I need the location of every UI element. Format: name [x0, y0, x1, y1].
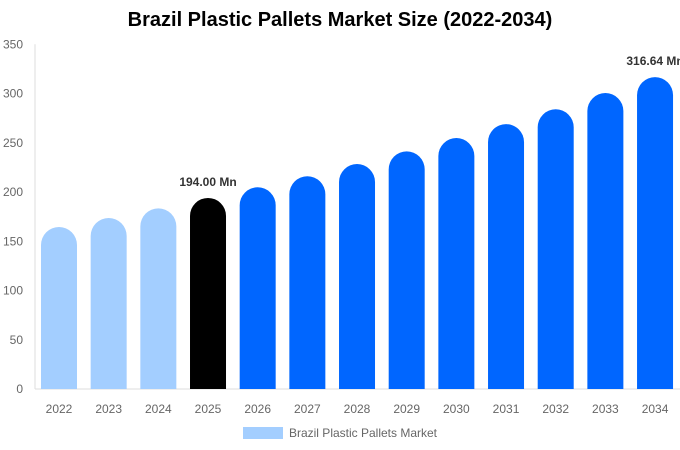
data-label: 316.64 Mn: [626, 54, 680, 68]
x-tick-label: 2026: [244, 402, 271, 416]
bar-2031: [488, 124, 525, 390]
y-tick-label: 300: [3, 87, 23, 101]
y-tick-label: 0: [16, 382, 23, 396]
x-tick-label: 2024: [145, 402, 172, 416]
x-tick-label: 2027: [294, 402, 321, 416]
x-tick-label: 2033: [592, 402, 619, 416]
legend-swatch: [242, 427, 283, 439]
bar-2032: [537, 109, 574, 389]
bar-2028: [339, 164, 376, 389]
bar-2033: [587, 93, 624, 390]
bar-2025: [190, 197, 227, 389]
y-tick-label: 250: [3, 136, 23, 150]
bar-2034: [637, 77, 674, 389]
x-tick-label: 2028: [344, 402, 371, 416]
x-tick-label: 2031: [493, 402, 520, 416]
chart-title: Brazil Plastic Pallets Market Size (2022…: [127, 9, 553, 31]
bar-2027: [289, 176, 326, 389]
x-tick-label: 2029: [393, 402, 420, 416]
y-tick-label: 350: [3, 37, 23, 51]
y-tick-label: 50: [10, 333, 24, 347]
bar-2024: [140, 208, 177, 389]
y-tick-label: 200: [3, 185, 23, 199]
legend: Brazil Plastic Pallets Market: [0, 426, 680, 440]
bar-2022: [41, 226, 77, 389]
bar-2026: [239, 187, 276, 389]
x-tick-label: 2030: [443, 402, 470, 416]
legend-label[interactable]: Brazil Plastic Pallets Market: [288, 426, 438, 440]
data-label: 194.00 Mn: [179, 175, 236, 189]
bar-2023: [90, 218, 127, 389]
x-tick-label: 2025: [195, 402, 222, 416]
bar-2030: [438, 138, 475, 389]
x-tick-label: 2023: [95, 402, 122, 416]
x-tick-label: 2022: [46, 402, 73, 416]
y-tick-label: 150: [3, 234, 23, 248]
y-tick-label: 100: [3, 284, 23, 298]
x-tick-label: 2034: [642, 402, 669, 416]
bar-2029: [388, 151, 425, 389]
x-tick-label: 2032: [542, 402, 569, 416]
